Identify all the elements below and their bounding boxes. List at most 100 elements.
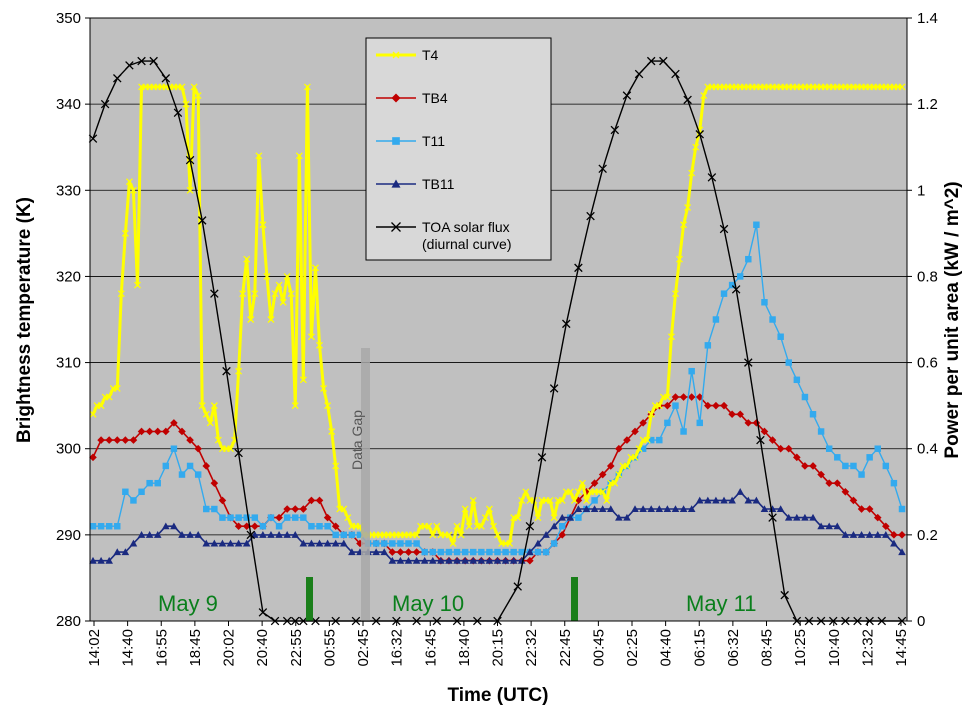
data-point bbox=[433, 522, 441, 530]
data-point bbox=[348, 531, 356, 539]
y2-tick-label: 0.6 bbox=[917, 355, 938, 372]
data-point bbox=[178, 531, 186, 538]
data-point bbox=[202, 410, 210, 418]
series-marks bbox=[88, 56, 907, 626]
data-point bbox=[271, 290, 279, 298]
data-point bbox=[776, 444, 785, 453]
data-point bbox=[235, 367, 243, 375]
data-point bbox=[146, 479, 153, 487]
data-point bbox=[549, 384, 559, 393]
data-point bbox=[873, 513, 882, 522]
data-point bbox=[663, 401, 672, 410]
x-tick-label: 04:40 bbox=[658, 629, 675, 667]
y2-tick-label: 1.4 bbox=[917, 10, 938, 27]
data-point bbox=[186, 531, 194, 538]
data-gap-band bbox=[361, 348, 370, 621]
data-point bbox=[639, 445, 647, 452]
data-point bbox=[525, 521, 535, 531]
data-point bbox=[477, 556, 486, 564]
data-point bbox=[707, 173, 717, 182]
data-point bbox=[688, 169, 696, 177]
x-tick-label: 14:45 bbox=[893, 629, 910, 667]
data-point bbox=[328, 428, 336, 435]
data-point bbox=[684, 204, 692, 211]
data-point bbox=[134, 281, 141, 289]
data-point bbox=[606, 505, 615, 513]
data-point bbox=[582, 505, 591, 513]
data-point bbox=[153, 427, 162, 436]
data-point bbox=[461, 556, 469, 564]
x-tick-label: 00:55 bbox=[321, 629, 338, 667]
data-point bbox=[97, 402, 105, 410]
x-axis-title: Time (UTC) bbox=[448, 685, 549, 706]
data-point bbox=[825, 445, 833, 452]
data-point bbox=[105, 523, 113, 530]
data-point bbox=[745, 255, 752, 263]
data-point bbox=[235, 514, 242, 521]
series-4 bbox=[89, 487, 906, 564]
data-point bbox=[850, 462, 857, 470]
data-point bbox=[125, 61, 134, 70]
data-point bbox=[478, 548, 485, 556]
data-point bbox=[307, 539, 316, 547]
data-point bbox=[898, 83, 906, 91]
data-point bbox=[647, 436, 655, 444]
data-point bbox=[299, 505, 308, 513]
data-point bbox=[203, 505, 210, 513]
data-point bbox=[287, 290, 295, 298]
data-point bbox=[202, 539, 211, 547]
data-point bbox=[558, 496, 566, 504]
data-point bbox=[550, 540, 558, 547]
data-point bbox=[210, 289, 219, 298]
data-point bbox=[259, 531, 267, 538]
data-point bbox=[486, 548, 493, 556]
data-point bbox=[161, 74, 171, 83]
data-point bbox=[664, 419, 671, 427]
data-point bbox=[793, 513, 801, 521]
data-point bbox=[874, 445, 881, 452]
data-point bbox=[526, 556, 534, 565]
plot-border bbox=[89, 17, 908, 622]
data-point bbox=[307, 496, 316, 505]
data-point bbox=[550, 514, 558, 522]
data-point bbox=[121, 548, 130, 556]
data-point bbox=[817, 470, 825, 479]
data-point bbox=[890, 531, 898, 539]
data-point bbox=[712, 496, 720, 504]
data-point bbox=[646, 56, 656, 66]
data-point bbox=[736, 410, 744, 419]
day-divider bbox=[571, 577, 578, 621]
data-point bbox=[704, 496, 712, 504]
data-point bbox=[753, 221, 760, 228]
data-point bbox=[206, 419, 214, 427]
data-point bbox=[197, 216, 207, 225]
x-tick-label: 20:40 bbox=[254, 629, 271, 667]
data-point bbox=[865, 505, 874, 513]
data-point bbox=[308, 523, 315, 530]
data-point bbox=[793, 453, 801, 462]
data-point bbox=[190, 83, 198, 91]
data-point bbox=[590, 505, 599, 513]
data-point bbox=[610, 125, 620, 135]
x-tick-label: 12:32 bbox=[859, 629, 876, 667]
data-point bbox=[356, 539, 364, 548]
data-point bbox=[688, 367, 695, 375]
x-tick-label: 22:55 bbox=[288, 629, 305, 667]
legend-label: TOA solar flux bbox=[422, 219, 510, 235]
data-point bbox=[623, 513, 631, 521]
data-point bbox=[720, 496, 728, 504]
data-point bbox=[263, 272, 271, 280]
data-point bbox=[453, 548, 461, 556]
data-point bbox=[582, 487, 591, 496]
data-point bbox=[502, 548, 509, 556]
data-point bbox=[320, 384, 328, 392]
data-point bbox=[728, 281, 736, 289]
data-point bbox=[299, 539, 308, 547]
data-point bbox=[509, 556, 518, 564]
data-point bbox=[817, 522, 825, 530]
data-point bbox=[380, 548, 389, 556]
data-point bbox=[768, 513, 777, 522]
data-point bbox=[470, 548, 477, 556]
data-point bbox=[381, 540, 388, 547]
data-point bbox=[210, 402, 218, 410]
